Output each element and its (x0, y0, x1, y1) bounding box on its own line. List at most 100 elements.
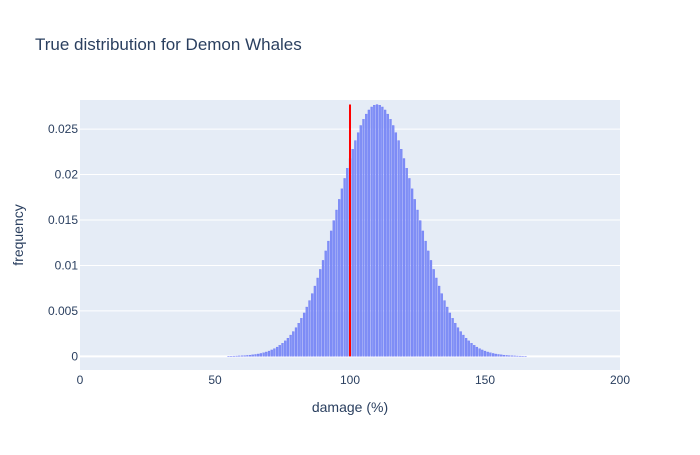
histogram-bar (357, 133, 359, 357)
x-tick-label: 150 (475, 373, 495, 387)
histogram-bar (273, 349, 275, 357)
histogram-bar (284, 341, 286, 357)
histogram-bar (263, 353, 265, 357)
histogram-bar (298, 323, 300, 356)
histogram-bar (379, 105, 381, 356)
histogram-bar (457, 328, 459, 357)
histogram-bar (346, 168, 348, 356)
x-tick-label: 100 (340, 373, 360, 387)
histogram-bar (354, 141, 356, 357)
y-tick-label: 0.025 (48, 122, 78, 136)
histogram-bar (330, 231, 332, 356)
histogram-bar (260, 353, 262, 356)
histogram-bar (333, 221, 335, 357)
histogram-bar (398, 141, 400, 357)
chart-title: True distribution for Demon Whales (35, 35, 302, 54)
x-tick-label: 200 (610, 373, 630, 387)
histogram-bar (471, 343, 473, 356)
histogram-bar (314, 286, 316, 356)
histogram-bar (408, 178, 410, 356)
histogram-bar (295, 328, 297, 357)
histogram-bar (352, 149, 354, 356)
histogram-bar (419, 221, 421, 357)
histogram-bar (276, 347, 278, 356)
y-tick-label: 0.005 (48, 304, 78, 318)
histogram-bar (363, 119, 365, 356)
histogram-bar (268, 351, 270, 356)
histogram-bar (325, 251, 327, 356)
histogram-bar (319, 269, 321, 356)
histogram-bar (454, 323, 456, 356)
histogram-bar (492, 353, 494, 356)
histogram-bar (479, 349, 481, 357)
histogram-bar (373, 105, 375, 356)
histogram-bar (495, 354, 497, 356)
histogram-bar (244, 356, 246, 357)
histogram-bar (506, 355, 508, 356)
histogram-bar (381, 107, 383, 356)
x-tick-label: 50 (208, 373, 222, 387)
histogram-bar (508, 356, 510, 357)
histogram-bar (468, 341, 470, 357)
histogram-bar (446, 307, 448, 356)
histogram-bar (249, 355, 251, 356)
histogram-bar (411, 189, 413, 357)
histogram-bar (427, 251, 429, 356)
histogram-bar (500, 355, 502, 357)
histogram-bar (341, 189, 343, 357)
histogram-bar (292, 332, 294, 357)
histogram-bar (498, 354, 500, 356)
histogram-bar (425, 241, 427, 356)
y-axis-label: frequency (10, 204, 26, 265)
histogram-bar (460, 332, 462, 357)
histogram-bar (287, 338, 289, 356)
histogram-bar (392, 125, 394, 356)
histogram-bar (290, 335, 292, 356)
histogram-bar (265, 352, 267, 356)
histogram-bar (327, 241, 329, 356)
histogram-bar (395, 133, 397, 357)
histogram-bar (476, 347, 478, 356)
histogram-bar (465, 338, 467, 356)
histogram-bar (384, 110, 386, 356)
histogram-bar (511, 356, 513, 357)
histogram-bar (303, 313, 305, 356)
histogram-bar (390, 119, 392, 356)
histogram-bar (344, 178, 346, 356)
histogram-bar (417, 210, 419, 356)
histogram-bar (430, 260, 432, 356)
histogram-bar (489, 353, 491, 357)
histogram-bar (452, 318, 454, 356)
histogram-bar (311, 294, 313, 357)
histogram-bar (406, 168, 408, 356)
histogram-bar (317, 278, 319, 356)
histogram-bar (360, 125, 362, 356)
histogram-bar (438, 286, 440, 356)
histogram-bar (255, 354, 257, 356)
y-tick-label: 0.02 (55, 168, 79, 182)
y-tick-label: 0.015 (48, 213, 78, 227)
histogram-bar (433, 269, 435, 356)
histogram-bar (271, 350, 273, 356)
histogram-bar (279, 345, 281, 356)
histogram-bar (503, 355, 505, 356)
histogram-bar (481, 350, 483, 356)
histogram-bar (246, 355, 248, 356)
histogram-bar (252, 355, 254, 357)
histogram-bar (338, 199, 340, 356)
y-tick-label: 0.01 (55, 258, 79, 272)
histogram-bar (371, 107, 373, 356)
histogram-bar (300, 318, 302, 356)
x-axis-label: damage (%) (312, 399, 388, 415)
histogram-bar (414, 199, 416, 356)
histogram-bar (400, 149, 402, 356)
histogram-bar (376, 105, 378, 357)
x-tick-label: 0 (77, 373, 84, 387)
histogram-bar (387, 114, 389, 356)
histogram-bar (368, 110, 370, 356)
histogram-bar (241, 356, 243, 357)
histogram-bar (282, 343, 284, 356)
histogram-bar (403, 158, 405, 356)
